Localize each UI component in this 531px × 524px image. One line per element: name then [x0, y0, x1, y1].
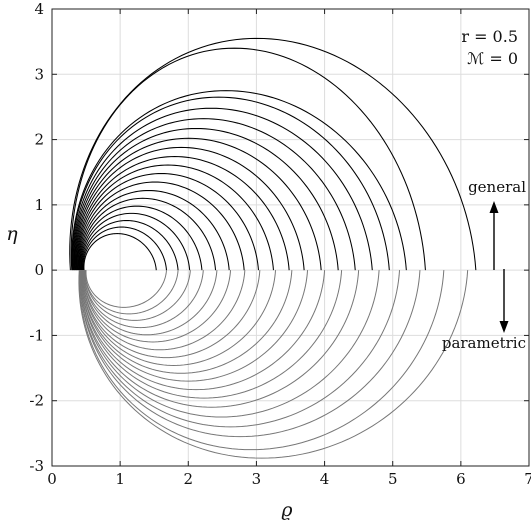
- general-curve: [78, 181, 245, 271]
- general-curve: [69, 37, 477, 271]
- x-tick-label: 2: [184, 470, 194, 488]
- parametric-curve: [79, 270, 401, 428]
- x-tick-label: 1: [115, 470, 125, 488]
- parametric-curve: [79, 270, 445, 451]
- x-tick-label: 4: [320, 470, 330, 488]
- general-curve: [74, 137, 322, 271]
- general-curve: [71, 90, 407, 271]
- general-curve: [79, 197, 217, 271]
- y-tick-label: -1: [29, 326, 44, 344]
- parametric-curve: [85, 270, 167, 308]
- general-curve: [72, 107, 373, 271]
- general-curve: [82, 226, 168, 271]
- general-curve: [72, 96, 390, 271]
- parametric-curve: [81, 270, 326, 391]
- parametric-curve: [83, 270, 246, 351]
- general-label: general: [468, 178, 526, 196]
- general-curve: [81, 212, 191, 271]
- parametric-label: parametric: [442, 334, 526, 352]
- general-curve: [79, 189, 230, 271]
- parametric-curve: [83, 270, 232, 343]
- general-curve: [75, 146, 305, 271]
- y-axis-label: η: [6, 223, 18, 245]
- parametric-curve: [84, 270, 204, 329]
- y-tick-label: -2: [29, 392, 44, 410]
- x-tick-label: 5: [388, 470, 398, 488]
- general-curve: [77, 164, 274, 271]
- x-tick-label: 6: [456, 470, 466, 488]
- x-tick-label: 0: [47, 470, 57, 488]
- y-tick-label: 3: [34, 65, 44, 83]
- parametric-curve: [80, 270, 360, 408]
- grid: [52, 9, 529, 466]
- parametric-curve: [84, 270, 191, 321]
- ticks: 0 1 2 3 4 5 6 7 -3 -2 -1 0 1 2 3 4: [29, 0, 531, 488]
- param-m-label: ℳ = 0: [467, 49, 518, 68]
- general-curve: [80, 205, 203, 271]
- general-curve: [77, 172, 259, 271]
- parametric-curve: [81, 270, 293, 374]
- parametric-curve: [80, 270, 380, 418]
- parametric-curve: [81, 270, 309, 382]
- general-curve: [70, 47, 426, 271]
- parametric-curve: [78, 270, 469, 459]
- y-tick-label: 1: [34, 196, 44, 214]
- general-curve: [74, 127, 339, 271]
- parameter-legend: r = 0.5 ℳ = 0: [461, 27, 518, 68]
- curves: [69, 37, 477, 459]
- parametric-curve: [84, 270, 179, 315]
- x-axis-label: ϱ: [281, 499, 293, 521]
- y-tick-label: 2: [34, 131, 44, 149]
- general-arrow: [489, 201, 499, 270]
- general-curve: [81, 220, 179, 271]
- parametric-curve: [84, 270, 218, 336]
- y-tick-label: 4: [34, 0, 44, 18]
- general-curve: [83, 233, 157, 271]
- parametric-curve: [79, 270, 421, 438]
- general-curve: [73, 118, 356, 271]
- y-tick-label: -3: [29, 457, 44, 475]
- parametric-curve: [82, 270, 261, 359]
- x-tick-label: 3: [252, 470, 262, 488]
- param-r-label: r = 0.5: [461, 27, 518, 46]
- x-tick-label: 7: [524, 470, 531, 488]
- parametric-arrow: [499, 269, 509, 333]
- parametric-curve: [81, 270, 343, 399]
- y-tick-label: 0: [34, 261, 44, 279]
- general-curve: [76, 156, 290, 271]
- parametric-curve: [82, 270, 277, 366]
- plot-frame: [51, 8, 530, 467]
